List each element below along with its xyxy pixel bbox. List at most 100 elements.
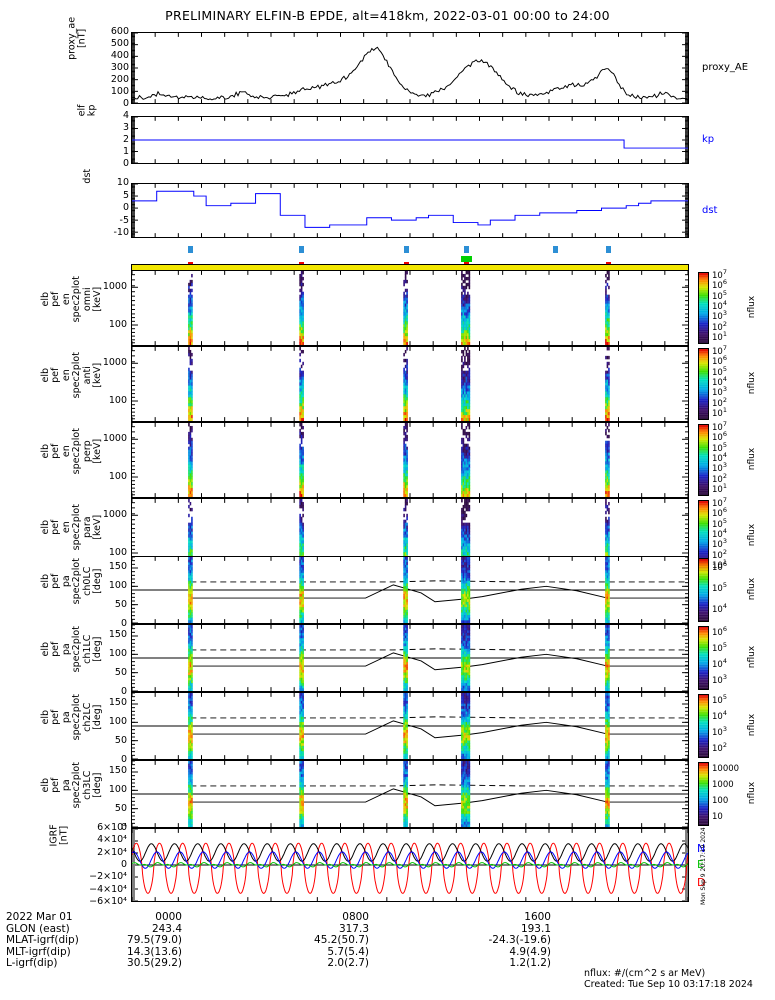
ytick-dst: 5 bbox=[122, 189, 129, 201]
colorbar-pa-ch3lc bbox=[698, 762, 709, 826]
panel-en-omni bbox=[131, 270, 689, 346]
ytick-pa-ch3lc: 100 bbox=[108, 784, 127, 796]
ephemeris-label: MLT-igrf(dip) bbox=[6, 945, 71, 958]
event-mark-green bbox=[460, 256, 472, 262]
ytick-pa-ch1lc: 150 bbox=[108, 629, 127, 641]
colorbar-pa-ch2lc-tick: 104 bbox=[712, 709, 727, 722]
colorbar-en-anti-tick: 107 bbox=[712, 344, 727, 358]
ytick-pa-ch2lc: 50 bbox=[114, 735, 127, 747]
colorbar-pa-ch0lc-title-text: nflux bbox=[747, 577, 757, 601]
colorbar-en-para-title-text: nflux bbox=[747, 523, 757, 547]
colorbar-pa-ch1lc-tick: 105 bbox=[712, 641, 727, 654]
igrf-legend-N: N bbox=[697, 842, 706, 855]
ytick-pa-ch2lc: 150 bbox=[108, 697, 127, 709]
ytick-dst: 10 bbox=[116, 177, 129, 188]
ytick-pa-ch1lc: 0 bbox=[120, 686, 127, 697]
ytick-proxy-ae: 0 bbox=[122, 98, 129, 109]
colorbar-en-para-tick: 103 bbox=[712, 537, 727, 551]
colorbar-en-omni-tick: 105 bbox=[712, 288, 727, 302]
panel-igrf bbox=[131, 828, 689, 902]
ytick-proxy-ae: 200 bbox=[110, 74, 129, 85]
science-zone-bar bbox=[131, 264, 689, 271]
ytick-kp: 4 bbox=[122, 110, 129, 121]
colorbar-en-para-tick: 102 bbox=[712, 547, 727, 561]
ytick-pa-ch3lc: 50 bbox=[114, 803, 127, 815]
colorbar-en-anti bbox=[698, 348, 709, 420]
colorbar-en-omni-tick: 104 bbox=[712, 299, 727, 312]
ytick-proxy-ae: 100 bbox=[110, 86, 129, 97]
ytick-pa-ch0lc: 50 bbox=[114, 599, 127, 611]
colorbar-en-anti-tick: 101 bbox=[712, 406, 727, 419]
colorbar-en-anti-tick: 105 bbox=[712, 364, 727, 378]
ytick-pa-ch2lc: 0 bbox=[120, 754, 127, 765]
ephemeris-value-0800: 0800 bbox=[342, 911, 369, 923]
ephemeris-value-0000: 79.5(79.0) bbox=[127, 934, 182, 947]
panel-pa-ch0lc bbox=[131, 556, 689, 624]
ytick-proxy-ae: 600 bbox=[110, 26, 129, 37]
colorbar-pa-ch0lc-tick: 106 bbox=[712, 559, 727, 573]
ytick-proxy-ae: 300 bbox=[110, 62, 129, 73]
colorbar-pa-ch3lc-tick: 10 bbox=[712, 812, 723, 822]
ytick-igrf: 4×10⁴ bbox=[97, 834, 127, 846]
ephemeris-value-0800: 317.3 bbox=[338, 922, 369, 935]
page-title: PRELIMINARY ELFIN-B EPDE, alt=418km, 202… bbox=[165, 8, 610, 23]
colorbar-en-omni-tick: 107 bbox=[712, 268, 727, 282]
colorbar-en-perp-title-text: nflux bbox=[747, 447, 757, 471]
colorbar-en-anti-tick: 103 bbox=[712, 385, 727, 399]
ytick-igrf: −4×10⁴ bbox=[89, 883, 127, 895]
event-mark-blue bbox=[463, 246, 469, 253]
colorbar-en-para-tick: 107 bbox=[712, 496, 727, 510]
colorbar-en-omni-tick: 102 bbox=[712, 319, 727, 333]
ytick-igrf: 6×10⁴ bbox=[97, 822, 127, 833]
colorbar-en-omni-title-text: nflux bbox=[747, 295, 757, 319]
panel-en-anti bbox=[131, 346, 689, 422]
ytick-proxy-ae: 400 bbox=[110, 50, 129, 61]
ytick-igrf: −2×10⁴ bbox=[89, 871, 127, 883]
ytick-en-anti: 100 bbox=[108, 395, 127, 407]
ephemeris-value-0800: 2.0(2.7) bbox=[327, 957, 369, 970]
colorbar-pa-ch1lc-title-text: nflux bbox=[747, 645, 757, 669]
ytick-pa-ch1lc: 50 bbox=[114, 667, 127, 679]
ytick-kp: 2 bbox=[122, 134, 129, 145]
right-label-kp: kp bbox=[702, 134, 715, 145]
ytick-kp: 3 bbox=[122, 122, 129, 133]
colorbar-pa-ch3lc-tick: 10000 bbox=[712, 764, 740, 774]
ephemeris-label: GLON (east) bbox=[6, 922, 70, 935]
ephemeris-label: MLAT-igrf(dip) bbox=[6, 934, 79, 947]
created-timestamp: Created: Tue Sep 10 03:17:18 2024 bbox=[584, 979, 753, 990]
ephemeris-value-1600: 193.1 bbox=[520, 922, 551, 935]
colorbar-pa-ch2lc-title-text: nflux bbox=[747, 713, 757, 737]
colorbar-en-para-tick: 106 bbox=[712, 506, 727, 520]
ephemeris-value-1600: 4.9(4.9) bbox=[509, 945, 551, 958]
colorbar-pa-ch2lc bbox=[698, 694, 709, 758]
ytick-pa-ch0lc: 0 bbox=[120, 618, 127, 629]
colorbar-pa-ch1lc-tick: 103 bbox=[712, 673, 727, 686]
ephemeris-label: 2022 Mar 01 bbox=[6, 911, 73, 923]
colorbar-pa-ch3lc-title-text: nflux bbox=[747, 781, 757, 805]
right-label-proxy-ae: proxy_AE bbox=[702, 62, 749, 73]
event-mark-blue bbox=[403, 246, 409, 253]
colorbar-en-perp-tick: 106 bbox=[712, 430, 727, 444]
colorbar-en-para-tick: 104 bbox=[712, 527, 727, 540]
ephemeris-value-0000: 14.3(13.6) bbox=[127, 945, 182, 958]
ytick-en-omni: 100 bbox=[108, 319, 127, 331]
colorbar-pa-ch1lc-tick: 106 bbox=[712, 625, 727, 638]
colorbar-pa-ch1lc-tick: 104 bbox=[712, 657, 727, 670]
colorbar-en-omni-tick: 106 bbox=[712, 278, 727, 292]
colorbar-pa-ch3lc-tick: 1000 bbox=[712, 780, 734, 790]
colorbar-en-perp-tick: 101 bbox=[712, 482, 727, 495]
ytick-en-anti: 1000 bbox=[102, 356, 127, 368]
colorbar-en-anti-tick: 102 bbox=[712, 395, 727, 409]
colorbar-en-omni bbox=[698, 272, 709, 344]
ytick-dst: 0 bbox=[122, 202, 129, 213]
ytick-igrf: 2×10⁴ bbox=[97, 846, 127, 858]
colorbar-en-para-tick: 105 bbox=[712, 516, 727, 530]
colorbar-en-perp-tick: 105 bbox=[712, 440, 727, 454]
ytick-pa-ch0lc: 150 bbox=[108, 561, 127, 573]
colorbar-pa-ch2lc-tick: 102 bbox=[712, 741, 727, 754]
colorbar-pa-ch0lc bbox=[698, 558, 709, 622]
ytick-dst: -10 bbox=[113, 227, 129, 238]
ephemeris-value-1600: -24.3(-19.6) bbox=[488, 934, 551, 947]
colorbar-en-perp-tick: 107 bbox=[712, 420, 727, 434]
panel-dst bbox=[131, 183, 689, 238]
